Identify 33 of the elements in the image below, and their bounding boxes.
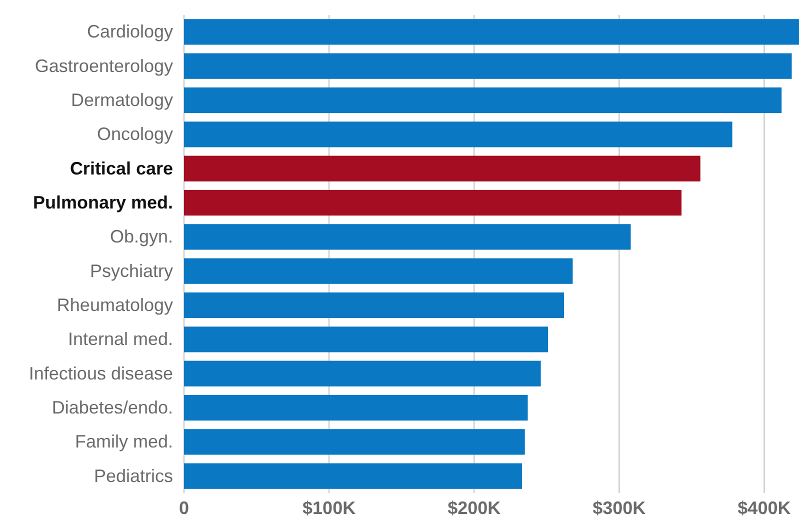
bar — [184, 258, 573, 284]
y-tick-label: Diabetes/endo. — [52, 398, 173, 418]
y-tick-label: Rheumatology — [56, 295, 173, 316]
y-tick-label: Cardiology — [86, 22, 173, 42]
x-tick-label: 0 — [178, 498, 190, 518]
y-tick-label: Gastroenterology — [34, 56, 173, 76]
y-tick-label: Internal med. — [68, 329, 173, 350]
y-tick-label: Family med. — [74, 432, 173, 452]
bar — [184, 224, 631, 250]
y-tick-label: Infectious disease — [28, 363, 173, 384]
y-tick-label: Psychiatry — [90, 260, 173, 281]
x-tick-label: $100K — [302, 498, 356, 518]
bar — [184, 156, 700, 182]
x-tick-label: $300K — [592, 498, 646, 518]
y-tick-label: Dermatology — [70, 90, 173, 110]
y-tick-label: Pediatrics — [94, 466, 173, 486]
x-tick-label: $400K — [738, 498, 791, 518]
bar — [184, 463, 522, 489]
y-tick-label: Ob.gyn. — [110, 226, 173, 247]
bar — [184, 87, 782, 114]
bar — [184, 122, 732, 148]
bar — [184, 190, 682, 216]
bar — [184, 394, 528, 421]
bar — [184, 292, 564, 318]
y-tick-label: Oncology — [96, 124, 173, 144]
bar — [184, 19, 799, 45]
bar — [184, 429, 525, 455]
bar — [184, 53, 792, 79]
y-tick-label: Pulmonary med. — [32, 192, 173, 213]
bar — [184, 326, 548, 352]
y-tick-label: Critical care — [70, 158, 173, 178]
bar — [184, 360, 541, 386]
x-tick-label: $200K — [448, 498, 501, 518]
